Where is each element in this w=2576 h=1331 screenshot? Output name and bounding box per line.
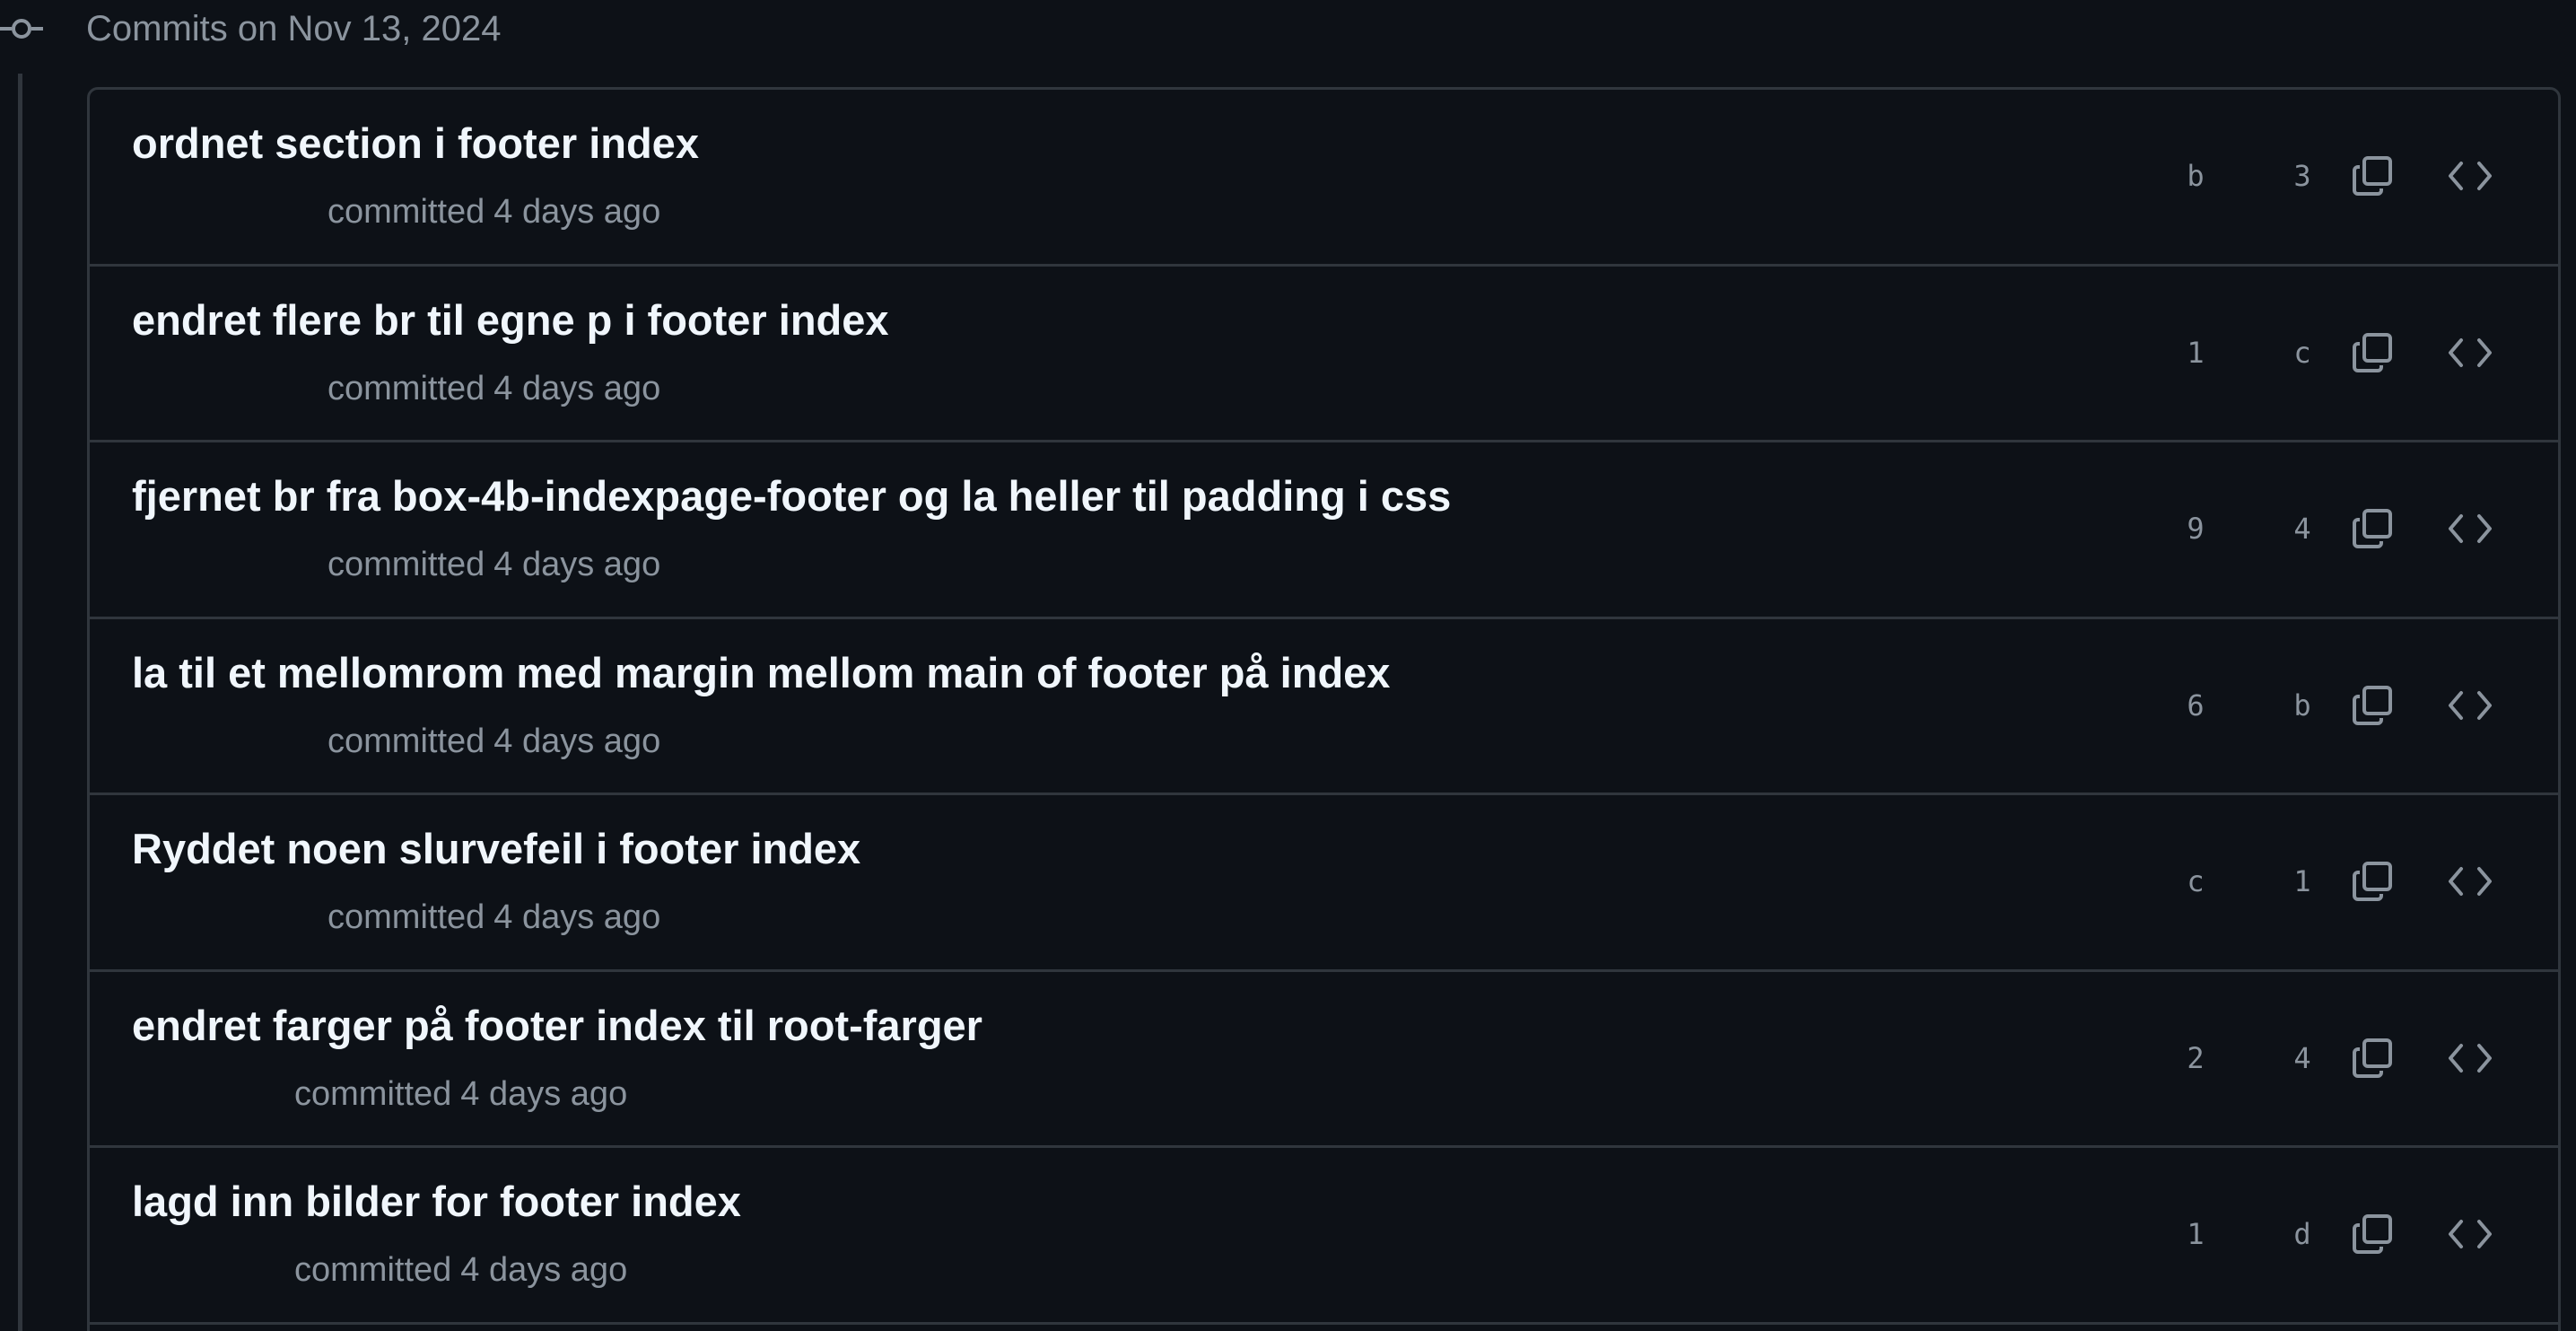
commit-group-date: Commits on Nov 13, 2024 <box>86 9 502 48</box>
commit-sha-char[interactable]: 1 <box>2187 1217 2205 1251</box>
browse-repo-button[interactable] <box>2441 1207 2499 1261</box>
commit-title-link[interactable]: endret flere br til egne p i footer inde… <box>132 295 889 344</box>
copy-sha-button[interactable] <box>2344 149 2401 203</box>
commit-meta: committed 4 days ago <box>327 897 660 938</box>
commit-time[interactable]: 4 days ago <box>493 546 661 583</box>
browse-repo-button[interactable] <box>2441 502 2499 556</box>
commit-time[interactable]: 4 days ago <box>460 1251 628 1289</box>
commit-sha-char[interactable]: b <box>2293 687 2311 722</box>
copy-sha-button[interactable] <box>2344 679 2401 732</box>
commit-sha-char[interactable]: 4 <box>2293 512 2311 546</box>
commit-sha-char[interactable]: 9 <box>2187 512 2205 546</box>
commit-title-link[interactable]: ordnet section i footer index <box>132 119 699 167</box>
commit-sha-char[interactable]: d <box>2293 1217 2311 1251</box>
commit-sha-char[interactable]: 3 <box>2293 159 2311 193</box>
copy-icon <box>2351 507 2394 550</box>
commit-meta: committed 4 days ago <box>327 544 660 585</box>
commit-title-link[interactable]: lagd inn bilder for footer index <box>132 1178 741 1225</box>
code-icon <box>2447 687 2493 723</box>
commit-row: lagd inn bilder for footer index committ… <box>90 1148 2558 1325</box>
commit-sha-char[interactable]: 4 <box>2293 1040 2311 1075</box>
browse-repo-button[interactable] <box>2441 1031 2499 1085</box>
copy-sha-button[interactable] <box>2344 502 2401 556</box>
browse-repo-button[interactable] <box>2441 149 2499 203</box>
commit-time[interactable]: 4 days ago <box>493 898 661 936</box>
commit-sha-char[interactable]: 1 <box>2293 864 2311 898</box>
committed-label: committed <box>327 722 485 760</box>
copy-sha-button[interactable] <box>2344 854 2401 908</box>
commit-meta: committed 4 days ago <box>327 191 660 232</box>
commit-title-link[interactable]: endret farger på footer index til root-f… <box>132 1001 982 1049</box>
code-icon <box>2447 1216 2493 1252</box>
commit-row: fjernet br fra box-4b-indexpage-footer o… <box>90 442 2558 619</box>
copy-sha-button[interactable] <box>2344 326 2401 380</box>
committed-label: committed <box>294 1074 452 1113</box>
commit-title-link[interactable]: Ryddet noen slurvefeil i footer index <box>132 825 861 872</box>
committed-label: committed <box>294 1251 452 1289</box>
commit-title-link[interactable]: la til et mellomrom med margin mellom ma… <box>132 648 1391 696</box>
commit-row: ordnet section i footer index committed 4… <box>90 90 2558 267</box>
commit-sha-char[interactable]: c <box>2187 864 2205 898</box>
copy-icon <box>2351 331 2394 374</box>
commit-time[interactable]: 4 days ago <box>460 1074 628 1113</box>
commit-meta: committed 4 days ago <box>327 368 660 409</box>
copy-sha-button[interactable] <box>2344 1207 2401 1261</box>
commit-sha-char[interactable]: 1 <box>2187 335 2205 370</box>
commit-time[interactable]: 4 days ago <box>493 193 661 231</box>
commit-row: endret flere br til egne p i footer inde… <box>90 267 2558 442</box>
commit-meta: committed 4 days ago <box>294 1073 627 1115</box>
commit-sha-char[interactable]: c <box>2293 335 2311 370</box>
browse-repo-button[interactable] <box>2441 679 2499 732</box>
committed-label: committed <box>327 898 485 936</box>
committed-label: committed <box>327 369 485 407</box>
code-icon <box>2447 158 2493 194</box>
commit-row: endret farger på footer index til root-f… <box>90 972 2558 1148</box>
code-icon <box>2447 863 2493 899</box>
commit-title-link[interactable]: fjernet br fra box-4b-indexpage-footer o… <box>132 472 1452 520</box>
copy-icon <box>2351 684 2394 727</box>
commit-sha-char[interactable]: 6 <box>2187 687 2205 722</box>
commit-meta: committed 4 days ago <box>294 1249 627 1291</box>
commit-meta: committed 4 days ago <box>327 721 660 762</box>
commit-list: ordnet section i footer index committed 4… <box>87 87 2561 1331</box>
code-icon <box>2447 1040 2493 1076</box>
committed-label: committed <box>327 193 485 231</box>
commit-time[interactable]: 4 days ago <box>493 369 661 407</box>
copy-icon <box>2351 860 2394 903</box>
code-icon <box>2447 511 2493 547</box>
browse-repo-button[interactable] <box>2441 854 2499 908</box>
commit-time[interactable]: 4 days ago <box>493 722 661 760</box>
copy-sha-button[interactable] <box>2344 1031 2401 1085</box>
committed-label: committed <box>327 546 485 583</box>
timeline-line <box>18 74 22 1331</box>
copy-icon <box>2351 154 2394 197</box>
copy-icon <box>2351 1037 2394 1080</box>
copy-icon <box>2351 1213 2394 1256</box>
commit-row: la til et mellomrom med margin mellom ma… <box>90 619 2558 795</box>
code-icon <box>2447 335 2493 371</box>
git-commit-icon <box>0 14 43 43</box>
commit-sha-char[interactable]: b <box>2187 159 2205 193</box>
browse-repo-button[interactable] <box>2441 326 2499 380</box>
commit-row: Ryddet noen slurvefeil i footer index co… <box>90 795 2558 972</box>
commit-sha-char[interactable]: 2 <box>2187 1040 2205 1075</box>
